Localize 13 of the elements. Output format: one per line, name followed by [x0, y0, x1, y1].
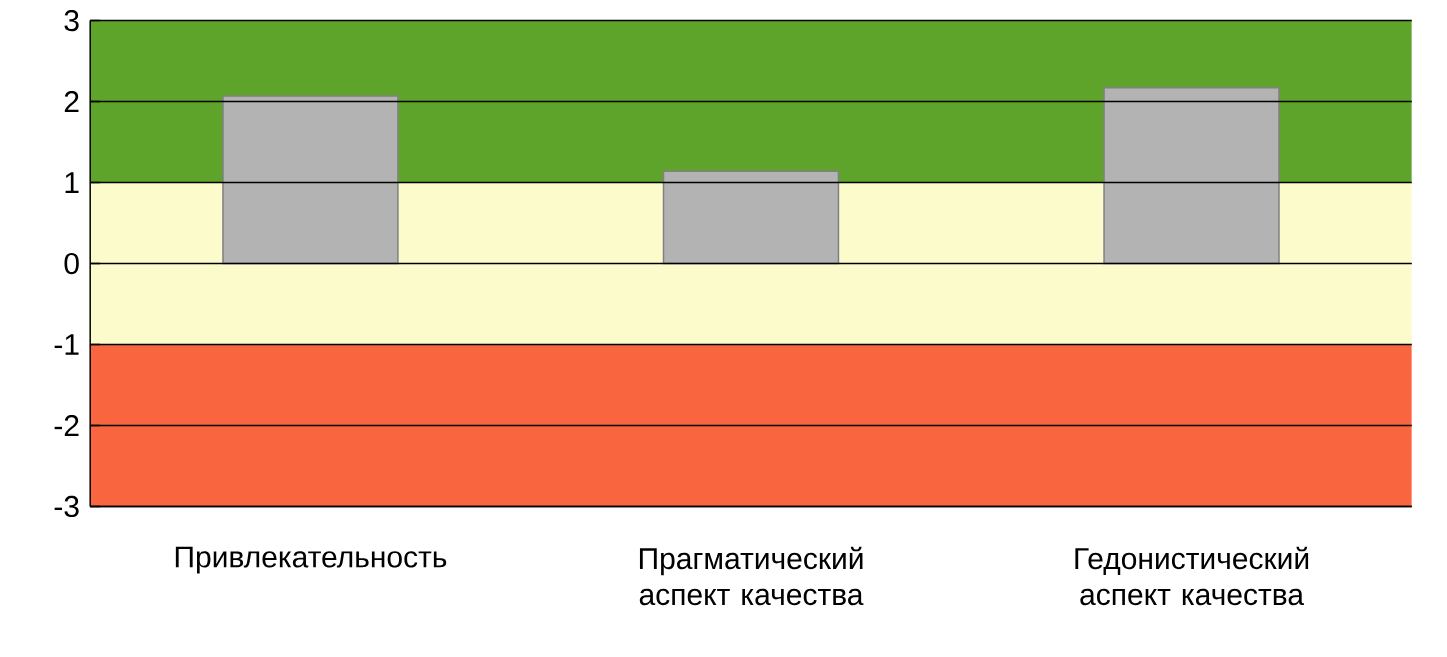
y-tick-label: -1: [54, 334, 79, 356]
bar: [662, 170, 840, 265]
y-tick-label: -2: [54, 415, 79, 437]
x-tick-label: Прагматический аспект качества: [639, 546, 864, 606]
bar: [1103, 87, 1280, 265]
y-tick-label: -3: [54, 496, 79, 518]
y-tick-label: 3: [64, 10, 79, 32]
x-tick-label: Гедонистический аспект качества: [1075, 546, 1309, 606]
y-tick-label: 2: [64, 91, 79, 113]
x-tick-label: Привлекательность: [175, 546, 447, 574]
y-tick-label: 0: [64, 253, 79, 275]
bar: [222, 95, 399, 265]
y-tick-label: 1: [65, 172, 79, 194]
